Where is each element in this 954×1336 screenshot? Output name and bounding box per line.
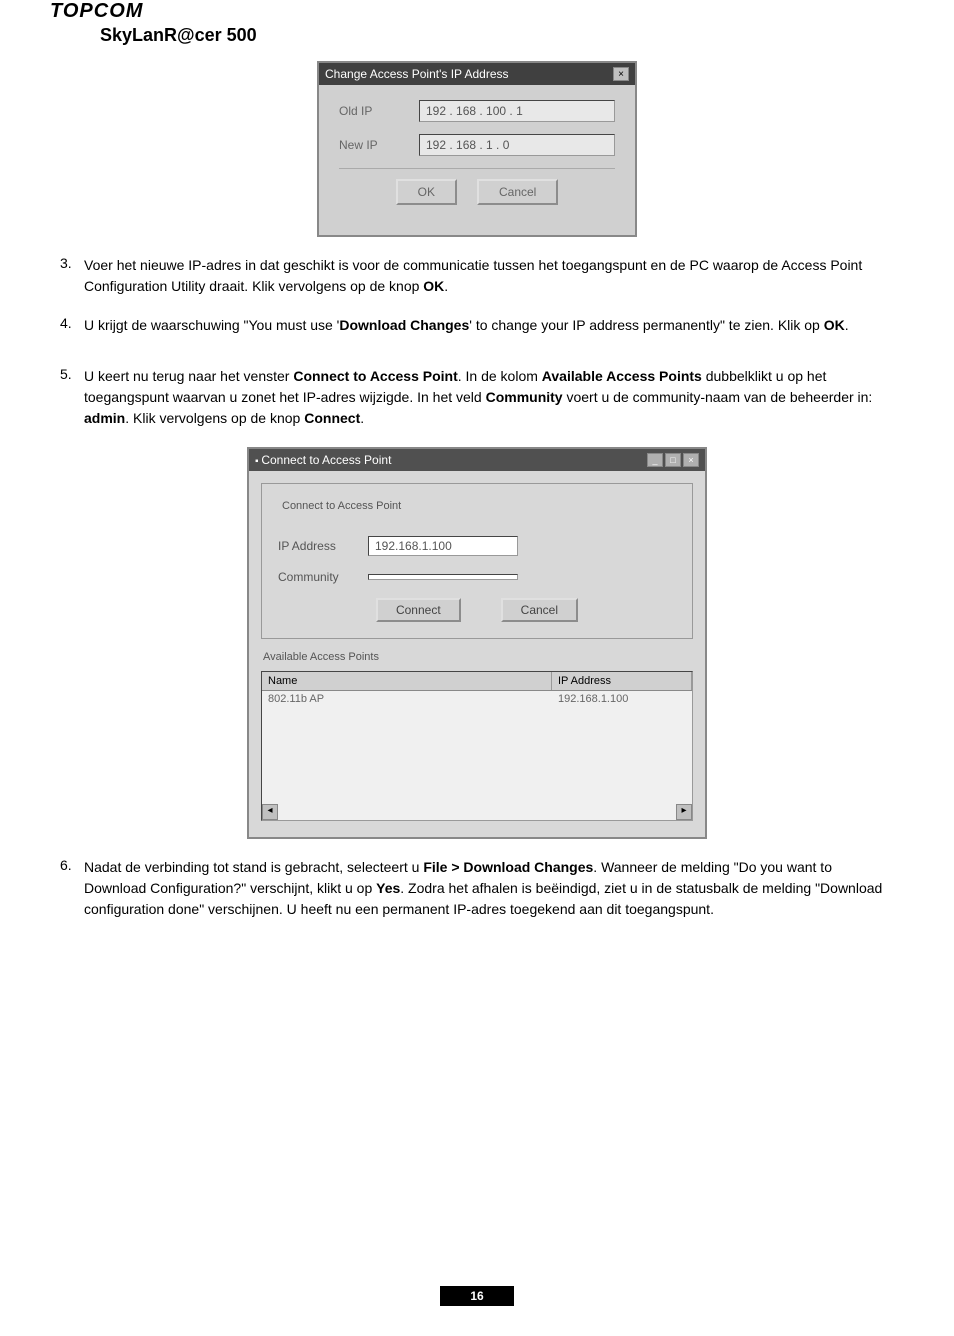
- dialog-title: Change Access Point's IP Address: [325, 67, 509, 81]
- row-ip: 192.168.1.100: [552, 691, 692, 707]
- product-name: SkyLanR@cer 500: [50, 25, 954, 46]
- community-label: Community: [278, 570, 368, 584]
- maximize-icon[interactable]: □: [665, 453, 681, 467]
- access-points-list[interactable]: Name IP Address 802.11b AP 192.168.1.100…: [261, 671, 693, 821]
- list-item[interactable]: 802.11b AP 192.168.1.100: [262, 691, 692, 707]
- change-ip-dialog: Change Access Point's IP Address × Old I…: [317, 61, 637, 237]
- oldip-field: 192 . 168 . 100 . 1: [419, 100, 615, 122]
- close-icon[interactable]: ×: [683, 453, 699, 467]
- close-icon[interactable]: ×: [613, 67, 629, 81]
- step-number: 3.: [60, 255, 84, 297]
- ok-button[interactable]: OK: [396, 179, 457, 205]
- cancel-button[interactable]: Cancel: [501, 598, 578, 622]
- step-text: U krijgt de waarschuwing "You must use '…: [84, 315, 894, 336]
- connect-button[interactable]: Connect: [376, 598, 461, 622]
- connect-dialog: ▪ Connect to Access Point _ □ × Connect …: [247, 447, 707, 839]
- page-number: 16: [440, 1286, 513, 1306]
- scroll-left-icon[interactable]: ◂: [262, 804, 278, 820]
- step-text: Voer het nieuwe IP-adres in dat geschikt…: [84, 255, 894, 297]
- ip-label: IP Address: [278, 539, 368, 553]
- newip-field[interactable]: 192 . 168 . 1 . 0: [419, 134, 615, 156]
- cancel-button[interactable]: Cancel: [477, 179, 558, 205]
- brand-logo: TOPCOM: [50, 0, 954, 23]
- fieldset-label: Connect to Access Point: [278, 500, 405, 512]
- scroll-right-icon[interactable]: ▸: [676, 804, 692, 820]
- col-ip-header[interactable]: IP Address: [552, 672, 692, 690]
- ip-input[interactable]: 192.168.1.100: [368, 536, 518, 556]
- step-text: Nadat de verbinding tot stand is gebrach…: [84, 857, 894, 920]
- available-label: Available Access Points: [263, 651, 691, 663]
- oldip-label: Old IP: [339, 104, 419, 118]
- newip-label: New IP: [339, 138, 419, 152]
- step-number: 6.: [60, 857, 84, 920]
- minimize-icon[interactable]: _: [647, 453, 663, 467]
- step-number: 5.: [60, 366, 84, 429]
- step-text: U keert nu terug naar het venster Connec…: [84, 366, 894, 429]
- dialog-title: ▪ Connect to Access Point: [255, 453, 391, 467]
- step-number: 4.: [60, 315, 84, 336]
- col-name-header[interactable]: Name: [262, 672, 552, 690]
- community-input[interactable]: [368, 574, 518, 580]
- row-name: 802.11b AP: [262, 691, 552, 707]
